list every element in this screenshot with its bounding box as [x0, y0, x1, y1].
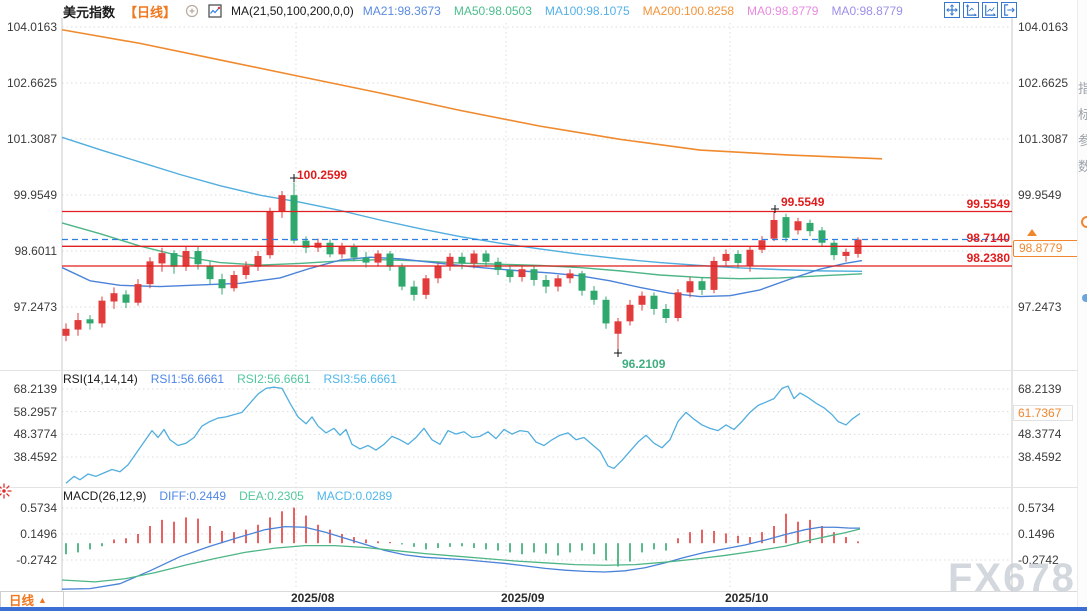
ma-settings-label: MA(21,50,100,200,0,0)	[231, 4, 354, 18]
macd-axis-label-right: -0.2742	[1018, 553, 1059, 567]
y-axis-label-right: 104.0163	[1018, 20, 1069, 34]
ma-value: MA0:98.8779	[831, 4, 903, 18]
annotation-label: 100.2599	[297, 168, 348, 182]
annotation-label: 96.2109	[622, 357, 666, 371]
rsi2-value: RSI2:56.6661	[237, 372, 311, 386]
rsi-axis-label-right: 38.4592	[1018, 450, 1062, 464]
diff-value: DIFF:0.2449	[159, 489, 227, 503]
x-axis-label: 2025/10	[725, 591, 769, 605]
price-level-label: 98.7140	[966, 231, 1010, 246]
scroll-to-latest-icon[interactable]	[982, 2, 998, 18]
clipped-text-fragment: 指	[1078, 78, 1087, 97]
rsi-params: RSI(14,14,14)	[63, 372, 138, 386]
y-axis-label-left: 104.0163	[6, 20, 57, 34]
symbol-title: 美元指数	[63, 4, 116, 20]
rsi-axis-label-left: 58.2957	[13, 404, 57, 419]
clipped-dot-icon	[1082, 294, 1087, 302]
ma-value: MA200:100.8258	[642, 4, 735, 18]
y-axis-label-left: 101.3087	[6, 131, 57, 146]
macd-axis-label-right: 0.5734	[1018, 501, 1055, 515]
macd-axis-label-left: -0.2742	[16, 553, 57, 567]
triangle-up-icon: ▲	[38, 594, 47, 605]
y-axis-label-left: 97.2473	[13, 299, 57, 314]
ma-value: MA100:98.1075	[544, 4, 630, 18]
rsi3-value: RSI3:56.6661	[323, 372, 397, 386]
macd-params: MACD(26,12,9)	[63, 489, 147, 503]
macd-axis-label-left: 0.1496	[20, 527, 57, 541]
macd-axis-label-right: 0.1496	[1018, 527, 1055, 541]
y-axis-label-left: 99.9549	[13, 187, 57, 202]
y-axis-label-right: 102.6625	[1018, 75, 1069, 90]
watermark: FX678	[948, 556, 1076, 600]
macd-value: MACD:0.0289	[316, 489, 393, 503]
right-edge-strip: 指 标 参 数	[1077, 0, 1087, 611]
rsi-axis-label-left: 48.3774	[13, 427, 57, 442]
chart-toolbar	[944, 2, 1017, 18]
exit-chart-icon[interactable]	[1001, 2, 1017, 18]
rsi-param-row: RSI(14,14,14) RSI1:56.6661 RSI2:56.6661 …	[63, 372, 397, 386]
rsi1-value: RSI1:56.6661	[150, 372, 225, 386]
price-level-label: 99.5549	[966, 196, 1010, 211]
annotation-label: 99.5549	[781, 195, 825, 209]
alert-starburst-icon[interactable]	[0, 482, 13, 503]
price-up-arrow-icon	[1027, 229, 1037, 236]
clipped-text-fragment: 标	[1078, 104, 1087, 123]
clipped-text-fragment: 参	[1078, 130, 1087, 149]
ma-value: MA21:98.3673	[362, 4, 441, 18]
crosshair-move-icon[interactable]	[944, 2, 960, 18]
add-indicator-icon[interactable]	[185, 4, 199, 18]
rsi-axis-label-left: 38.4592	[13, 450, 57, 464]
y-axis-label-left: 102.6625	[6, 75, 57, 90]
timeframe-button-label: 日线	[9, 594, 35, 608]
x-axis-label: 2025/08	[291, 591, 335, 605]
y-axis-label-right: 101.3087	[1018, 131, 1069, 146]
ma-value: MA0:98.8779	[747, 4, 819, 18]
rsi-axis-label-left: 68.2139	[13, 382, 57, 396]
rsi-current-badge: 61.7367	[1013, 405, 1073, 421]
chart-type-icon[interactable]	[208, 4, 222, 18]
macd-param-row: MACD(26,12,9) DIFF:0.2449 DEA:0.2305 MAC…	[63, 489, 392, 503]
price-level-label: 98.2380	[966, 250, 1010, 265]
header-bar: 美元指数 【日线】 MA(21,50,100,200,0,0) MA21:98.…	[63, 3, 903, 20]
bottom-bar	[0, 607, 1087, 611]
clipped-ring-icon	[1081, 216, 1087, 228]
y-axis-label-left: 98.6011	[14, 243, 58, 258]
current-price-box: 98.8779	[1013, 240, 1085, 257]
y-axis-label-right: 97.2473	[1018, 299, 1062, 314]
ma-values-row: MA21:98.3673 MA50:98.0503 MA100:98.1075 MA2…	[363, 4, 903, 18]
timeframe-button[interactable]: 日线 ▲	[0, 591, 64, 608]
rsi-axis-label-right: 68.2139	[1018, 382, 1062, 396]
y-axis-label-right: 99.9549	[1018, 187, 1062, 202]
clipped-text-fragment: 数	[1078, 156, 1087, 175]
ma-value: MA50:98.0503	[453, 4, 532, 18]
x-axis-label: 2025/09	[501, 591, 545, 605]
timeframe-tag: 【日线】	[124, 4, 177, 20]
dea-value: DEA:0.2305	[239, 489, 304, 503]
auto-scale-icon[interactable]	[963, 2, 979, 18]
rsi-axis-label-right: 48.3774	[1018, 427, 1062, 442]
macd-axis-label-left: 0.5734	[20, 501, 57, 515]
